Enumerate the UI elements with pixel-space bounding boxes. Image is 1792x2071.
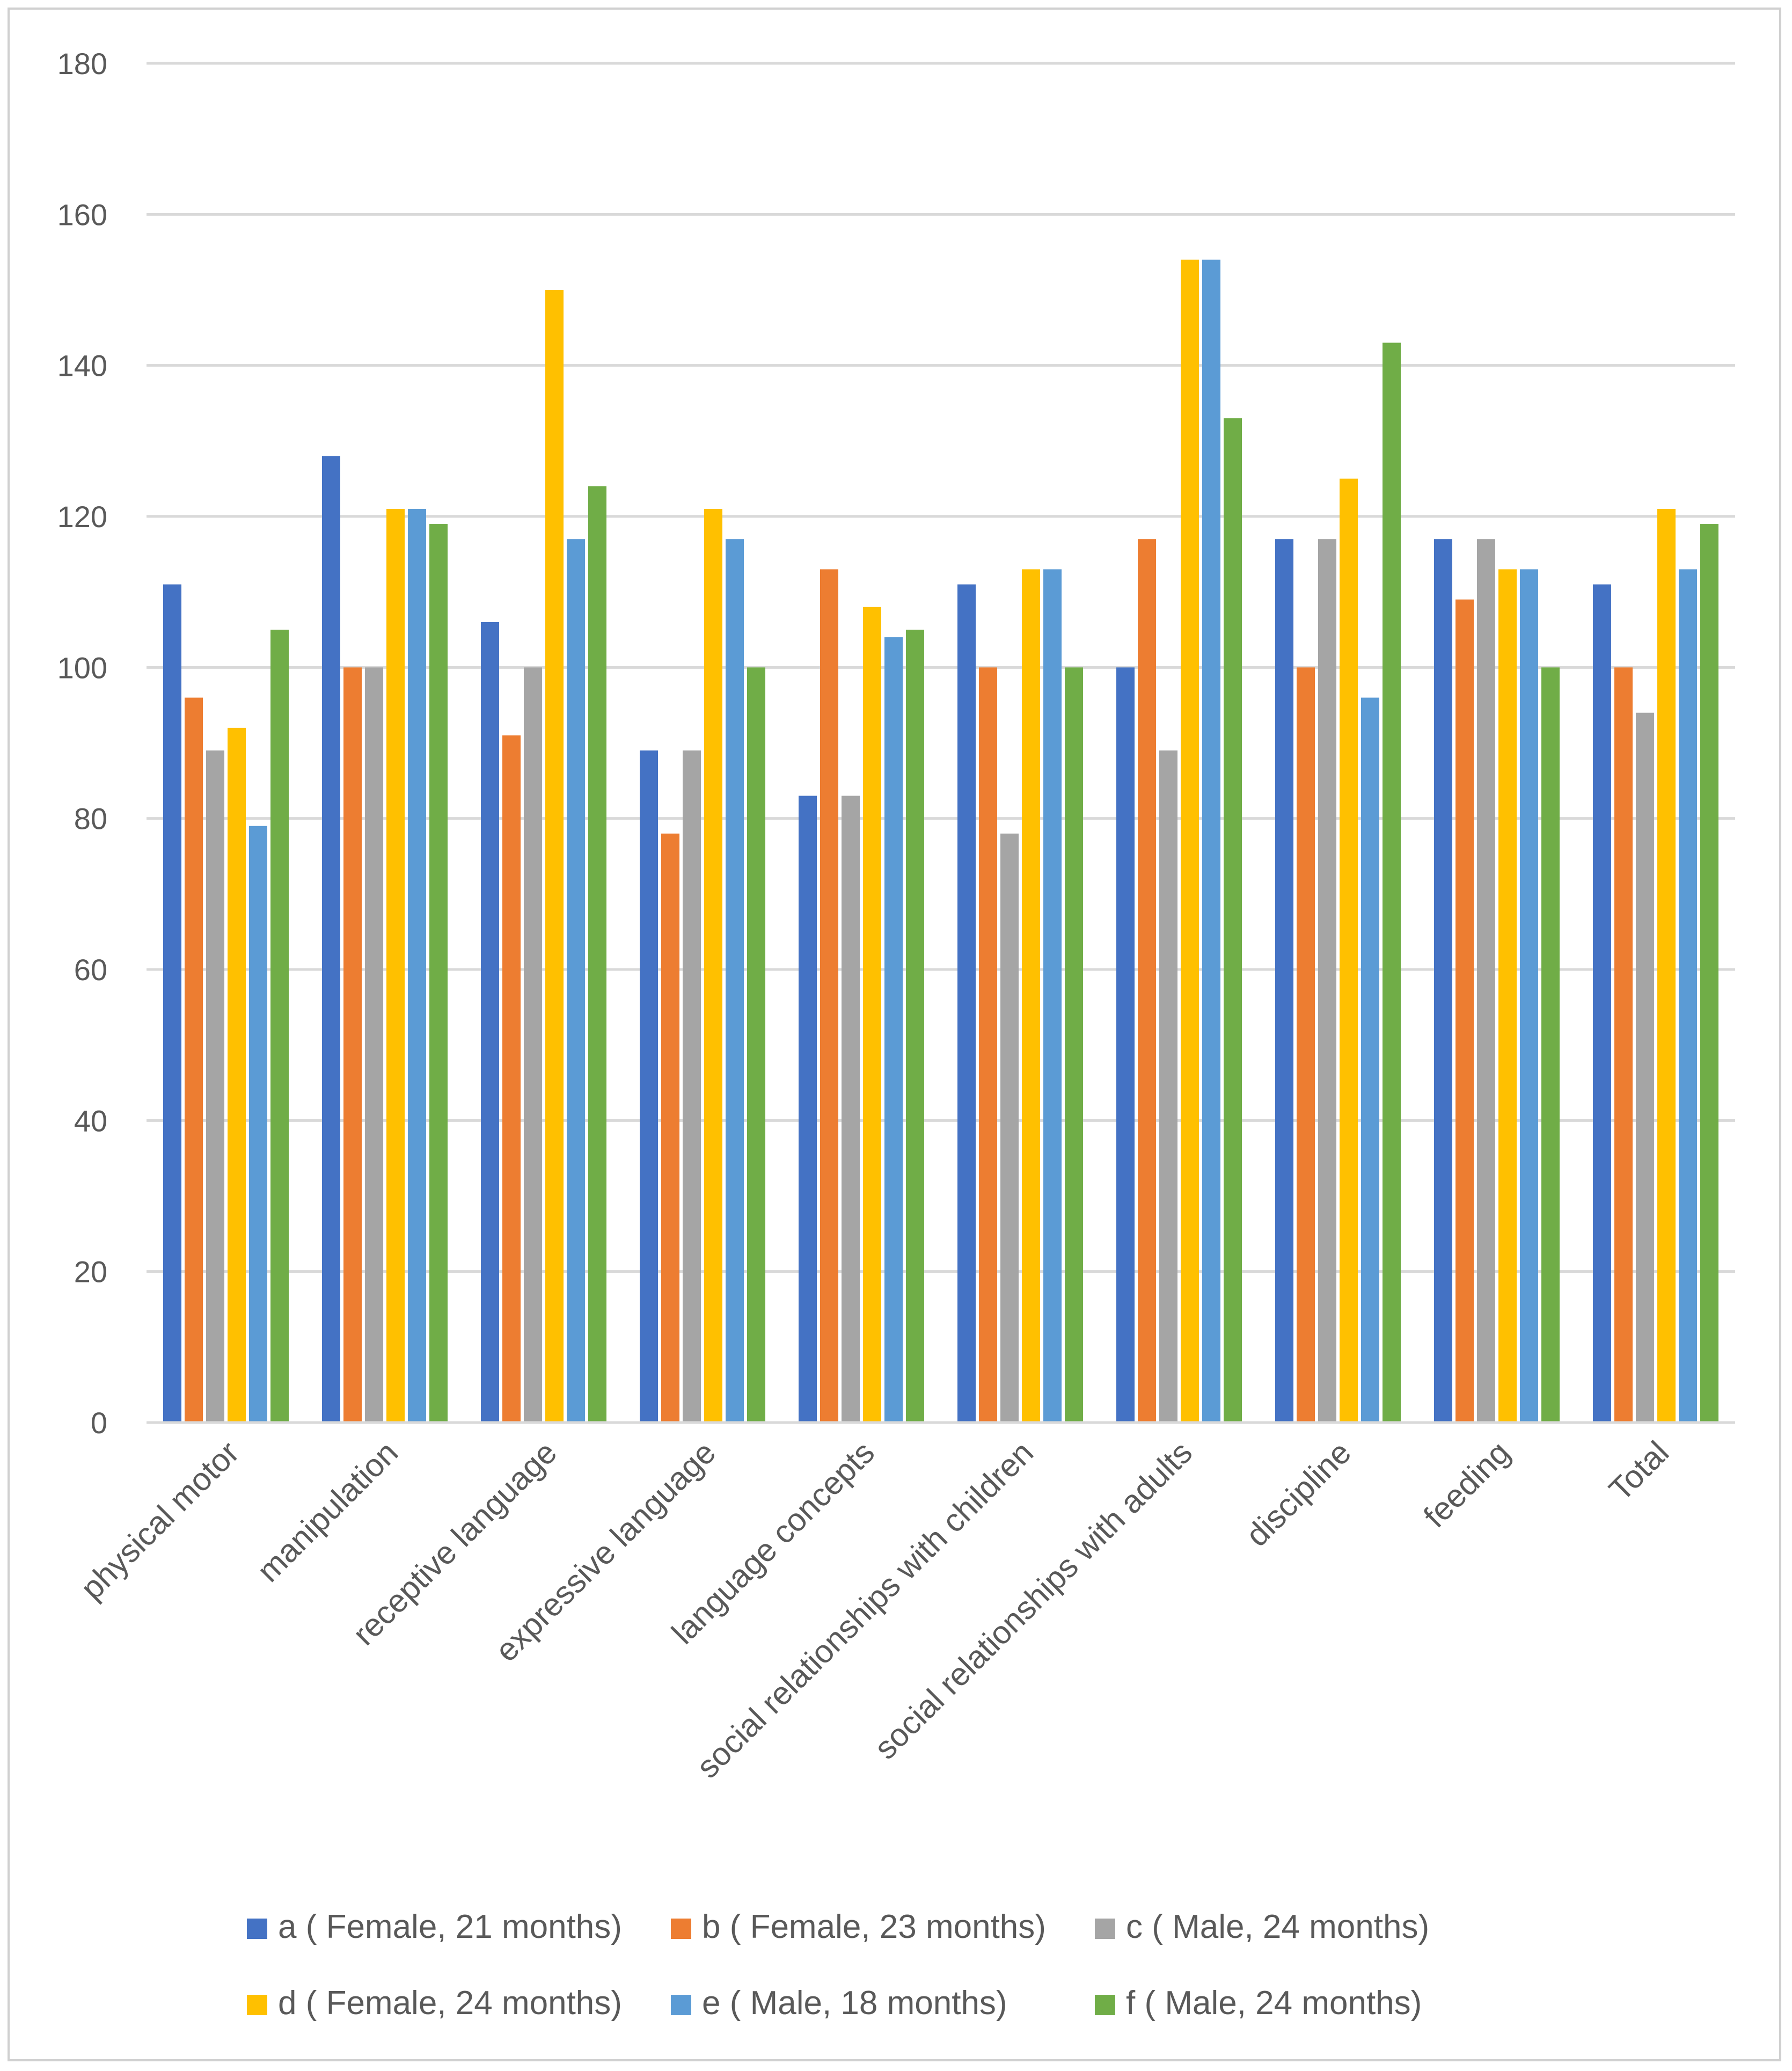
bar <box>726 539 744 1423</box>
bar <box>1614 667 1633 1423</box>
bar <box>1340 478 1358 1423</box>
bar <box>906 630 924 1423</box>
bar <box>799 796 817 1423</box>
bar <box>1043 569 1062 1423</box>
y-tick-label: 60 <box>74 953 107 987</box>
bar <box>481 622 499 1423</box>
bar <box>1361 697 1379 1423</box>
legend-swatch <box>247 1919 267 1939</box>
bar <box>1679 569 1697 1423</box>
legend-label: e ( Male, 18 months) <box>702 1985 1007 2022</box>
legend-label: c ( Male, 24 months) <box>1126 1908 1429 1945</box>
bar <box>1700 524 1718 1423</box>
bar <box>1181 259 1199 1423</box>
bar <box>322 456 340 1423</box>
gridlines <box>147 62 1735 1273</box>
legend-label: f ( Male, 24 months) <box>1126 1985 1422 2022</box>
y-tick-label: 160 <box>57 198 107 231</box>
bars <box>163 259 1718 1423</box>
bar <box>429 524 448 1423</box>
bar <box>524 667 542 1423</box>
x-tick-label: social relationships with adults <box>867 1434 1199 1766</box>
bar <box>661 833 679 1423</box>
bar <box>588 486 606 1423</box>
bar <box>386 508 405 1423</box>
bar <box>884 637 903 1423</box>
bar <box>1498 569 1517 1423</box>
bar-chart: 0 20 40 60 80 100 120 140 160 180 physical motor m… <box>57 47 1735 2022</box>
bar <box>163 584 181 1423</box>
bar <box>1116 667 1135 1423</box>
legend-swatch <box>1095 1919 1115 1939</box>
bar <box>1000 833 1019 1423</box>
y-tick-label: 140 <box>57 349 107 383</box>
bar <box>863 607 881 1423</box>
bar <box>747 667 765 1423</box>
bar <box>502 735 521 1423</box>
bar <box>704 508 722 1423</box>
legend-swatch <box>671 1919 691 1939</box>
bar <box>683 750 701 1423</box>
y-axis-ticks: 0 20 40 60 80 100 120 140 160 180 <box>57 47 107 1440</box>
bar <box>1455 599 1474 1423</box>
x-tick-label: Total <box>1602 1434 1676 1508</box>
legend-label: d ( Female, 24 months) <box>278 1985 622 2022</box>
bar <box>249 826 267 1423</box>
bar <box>365 667 383 1423</box>
bar <box>567 539 585 1423</box>
bar <box>1636 712 1654 1423</box>
chart-frame: 0 20 40 60 80 100 120 140 160 180 physical motor m… <box>8 8 1781 2061</box>
bar <box>979 667 997 1423</box>
bar <box>1275 539 1293 1423</box>
x-tick-label: social relationships with children <box>690 1434 1040 1785</box>
bar <box>820 569 838 1423</box>
legend-label: a ( Female, 21 months) <box>278 1908 622 1945</box>
bar <box>185 697 203 1423</box>
legend-label: b ( Female, 23 months) <box>702 1908 1046 1945</box>
y-tick-label: 180 <box>57 47 107 81</box>
bar <box>1065 667 1083 1423</box>
bar <box>842 796 860 1423</box>
bar <box>1383 342 1401 1423</box>
bar <box>206 750 224 1423</box>
bar <box>545 290 564 1423</box>
bar <box>1434 539 1452 1423</box>
legend-swatch <box>671 1995 691 2015</box>
x-tick-label: physical motor <box>74 1434 246 1607</box>
x-tick-label: discipline <box>1239 1434 1358 1554</box>
x-tick-label: manipulation <box>250 1434 405 1589</box>
bar <box>957 584 976 1423</box>
bar <box>1202 259 1220 1423</box>
y-tick-label: 80 <box>74 802 107 836</box>
y-tick-label: 0 <box>91 1406 107 1440</box>
bar <box>1593 584 1611 1423</box>
x-tick-label: feeding <box>1417 1434 1517 1535</box>
bar <box>1022 569 1040 1423</box>
legend: a ( Female, 21 months) b ( Female, 23 mon… <box>247 1908 1429 2022</box>
bar <box>1520 569 1538 1423</box>
bar <box>640 750 658 1423</box>
bar <box>1477 539 1495 1423</box>
bar <box>1297 667 1315 1423</box>
bar <box>343 667 362 1423</box>
bar <box>228 727 246 1423</box>
bar <box>1224 418 1242 1423</box>
bar <box>1657 508 1676 1423</box>
bar <box>1318 539 1336 1423</box>
y-tick-label: 120 <box>57 500 107 534</box>
y-tick-label: 100 <box>57 651 107 684</box>
bar <box>1159 750 1177 1423</box>
bar <box>1541 667 1560 1423</box>
y-tick-label: 40 <box>74 1104 107 1137</box>
y-tick-label: 20 <box>74 1255 107 1289</box>
bar <box>408 508 426 1423</box>
bar <box>270 630 289 1423</box>
bar <box>1138 539 1156 1423</box>
legend-swatch <box>1095 1995 1115 2015</box>
legend-swatch <box>247 1995 267 2015</box>
